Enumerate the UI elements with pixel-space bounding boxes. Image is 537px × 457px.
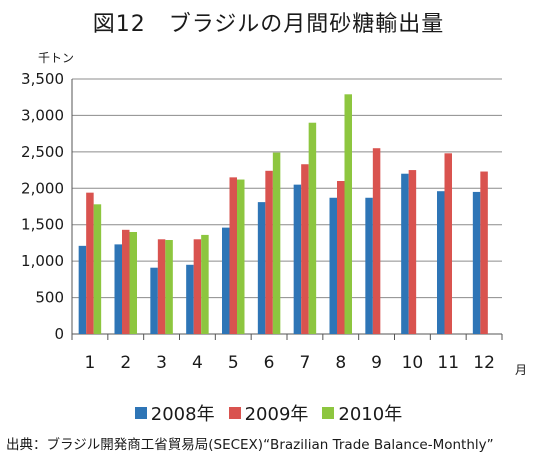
bar bbox=[372, 148, 381, 334]
bar bbox=[257, 202, 266, 334]
bar bbox=[272, 152, 281, 334]
x-tick-label: 9 bbox=[371, 353, 382, 373]
y-tick-label: 1,000 bbox=[21, 252, 64, 270]
legend-swatch bbox=[322, 407, 335, 419]
bar bbox=[150, 267, 158, 334]
y-tick-label: 0 bbox=[54, 325, 64, 343]
legend-label: 2009年 bbox=[244, 404, 309, 425]
legend-swatch bbox=[134, 407, 147, 419]
bar bbox=[293, 184, 302, 334]
x-tick-label: 3 bbox=[156, 353, 167, 373]
bar bbox=[193, 239, 202, 334]
x-axis-unit-label: 月 bbox=[515, 363, 527, 377]
bar bbox=[186, 264, 194, 334]
x-tick-label: 8 bbox=[335, 353, 346, 373]
x-tick-label: 6 bbox=[264, 353, 275, 373]
x-tick-label: 5 bbox=[228, 353, 239, 373]
bar bbox=[237, 179, 245, 334]
y-axis-ticks: 0 500 1,000 1,500 2,000 2,500 3,000 3,500 bbox=[21, 70, 64, 343]
y-axis-unit-label: 千トン bbox=[38, 51, 74, 65]
x-tick-label: 10 bbox=[402, 353, 424, 373]
bar bbox=[408, 170, 417, 334]
legend-item: 2010年 bbox=[322, 400, 402, 426]
source-note: 出典：ブラジル開発商工省貿易局(SECEX)“Brazilian Trade B… bbox=[6, 437, 494, 453]
y-tick-label: 1,500 bbox=[21, 216, 64, 234]
bar bbox=[480, 171, 488, 334]
bar bbox=[165, 240, 173, 334]
x-tick-label: 11 bbox=[437, 353, 459, 373]
bar bbox=[444, 153, 452, 334]
bar bbox=[201, 234, 209, 334]
legend-label: 2008年 bbox=[150, 404, 215, 425]
bars bbox=[78, 94, 488, 334]
bar bbox=[222, 227, 230, 334]
y-tick-label: 3,000 bbox=[21, 106, 64, 124]
bar bbox=[308, 122, 317, 334]
bar bbox=[78, 245, 87, 334]
x-tick-label: 12 bbox=[473, 353, 495, 373]
bar bbox=[301, 164, 309, 334]
bar bbox=[365, 197, 373, 334]
bar bbox=[129, 232, 137, 334]
legend-label: 2010年 bbox=[338, 404, 403, 425]
bar bbox=[157, 239, 166, 334]
bar bbox=[344, 94, 352, 334]
x-tick-label: 1 bbox=[85, 353, 96, 373]
bar bbox=[265, 170, 273, 334]
bar bbox=[86, 192, 94, 334]
x-tick-label: 7 bbox=[300, 353, 311, 373]
bar bbox=[472, 191, 481, 334]
x-tick-label: 4 bbox=[192, 353, 203, 373]
y-tick-label: 500 bbox=[35, 289, 64, 307]
legend-swatch bbox=[228, 407, 241, 419]
bar bbox=[329, 197, 337, 334]
y-tick-label: 2,500 bbox=[21, 143, 64, 161]
chart-title: 図12 ブラジルの月間砂糖輸出量 bbox=[92, 12, 445, 37]
x-axis-ticks: 1 2 3 4 5 6 7 8 9 10 11 12 bbox=[71, 334, 503, 373]
bar bbox=[229, 177, 237, 334]
bar bbox=[114, 244, 122, 334]
y-tick-label: 3,500 bbox=[21, 70, 64, 88]
bar bbox=[122, 229, 130, 334]
chart-area: 千トン 月 0 500 1,000 1,500 2,000 2,500 3,000 3,500… bbox=[21, 51, 527, 377]
bar bbox=[401, 173, 409, 334]
bar bbox=[337, 181, 345, 334]
legend: 2008年 2009年 2010年 bbox=[0, 400, 537, 426]
x-tick-label: 2 bbox=[120, 353, 131, 373]
y-tick-label: 2,000 bbox=[21, 179, 64, 197]
bar bbox=[437, 191, 445, 334]
legend-item: 2009年 bbox=[228, 400, 309, 426]
legend-item: 2008年 bbox=[134, 400, 215, 426]
bar bbox=[93, 204, 102, 334]
